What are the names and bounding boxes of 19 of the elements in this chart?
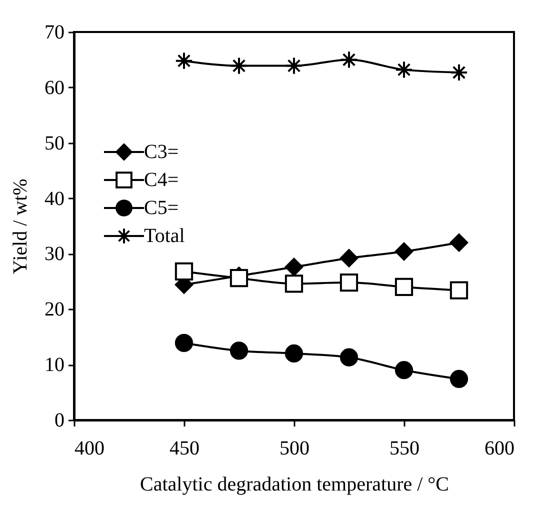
x-tick-label: 400 bbox=[74, 438, 104, 460]
x-tick-label: 450 bbox=[170, 438, 200, 460]
y-tick-label: 0 bbox=[54, 410, 64, 432]
y-tick-label: 60 bbox=[44, 76, 64, 99]
y-tick-label: 70 bbox=[44, 22, 64, 44]
legend-label: C5= bbox=[144, 197, 179, 219]
legend-label: Total bbox=[144, 225, 186, 247]
legend-label: C3= bbox=[144, 141, 179, 163]
y-tick-label: 40 bbox=[44, 188, 64, 210]
x-tick-label: 600 bbox=[484, 438, 514, 460]
y-tick-label: 50 bbox=[44, 132, 64, 154]
y-axis-title: Yield / wt% bbox=[10, 178, 32, 274]
x-tick-label: 500 bbox=[280, 438, 310, 460]
y-tick-label: 30 bbox=[44, 243, 64, 266]
y-tick-label: 10 bbox=[44, 354, 64, 376]
x-tick-label: 550 bbox=[390, 438, 420, 460]
x-axis-title: Catalytic degradation temperature / °C bbox=[140, 474, 449, 496]
legend-label: C4= bbox=[144, 169, 179, 191]
y-tick-label: 20 bbox=[44, 298, 64, 321]
